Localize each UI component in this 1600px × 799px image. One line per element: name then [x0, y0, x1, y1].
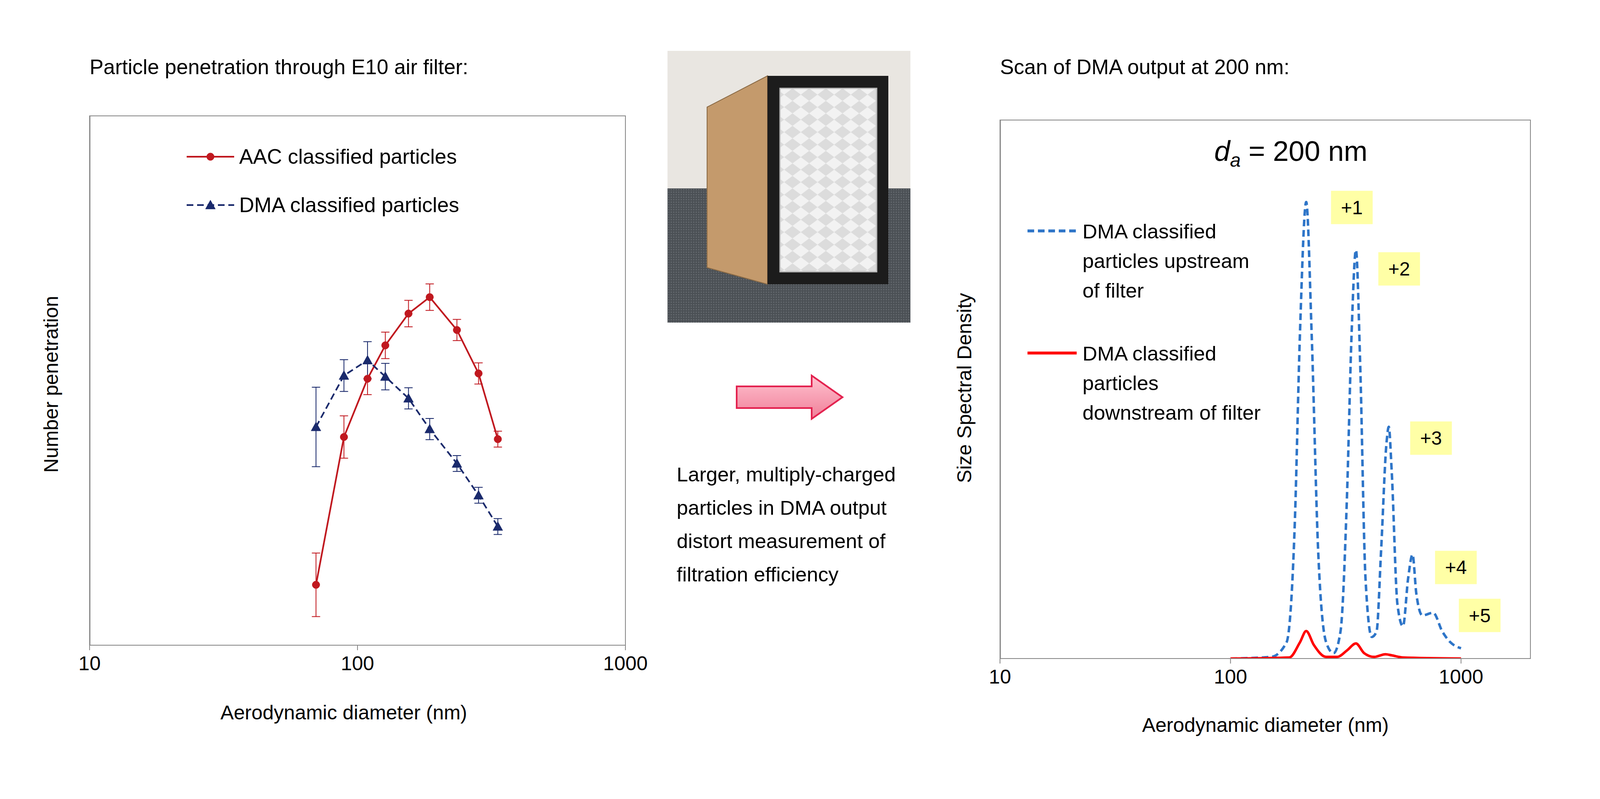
- svg-text:+1: +1: [1340, 196, 1363, 219]
- svg-text:10: 10: [988, 665, 1011, 688]
- svg-text:1000: 1000: [603, 652, 648, 675]
- svg-text:+5: +5: [1468, 604, 1491, 627]
- html-text:Size Spectral Density: Size Spectral Density: [953, 292, 976, 483]
- svg-text:+2: +2: [1388, 257, 1410, 280]
- html-text:AAC classified particles: AAC classified particles: [239, 145, 457, 169]
- html-text:Particle penetration through E: Particle penetration through E10 air fil…: [89, 55, 469, 79]
- html-text:Aerodynamic diameter (nm): Aerodynamic diameter (nm): [220, 701, 468, 724]
- html-text:DMA classified particles upstr: DMA classified particles upstream of fil…: [1082, 220, 1250, 302]
- html-text:Larger, multiply-charged parti: Larger, multiply-charged particles in DM…: [676, 462, 896, 586]
- html-text:Number penetration: Number penetration: [39, 295, 62, 473]
- html-text:Aerodynamic diameter (nm): Aerodynamic diameter (nm): [1142, 713, 1389, 736]
- svg-text:+4: +4: [1445, 556, 1467, 578]
- svg-text:100: 100: [1213, 665, 1248, 688]
- svg-text:10: 10: [78, 652, 101, 675]
- html-text:da= 200 nm: da= 200 nm: [1214, 134, 1368, 171]
- svg-text:100: 100: [340, 652, 375, 675]
- svg-text:+3: +3: [1420, 427, 1442, 449]
- svg-text:1000: 1000: [1438, 665, 1484, 688]
- html-text:DMA classified particles: DMA classified particles: [239, 193, 460, 217]
- html-text:DMA classified particles downs: DMA classified particles downstream of f…: [1082, 342, 1261, 424]
- html-text:Scan of DMA output at 200 nm:: Scan of DMA output at 200 nm:: [1000, 55, 1290, 79]
